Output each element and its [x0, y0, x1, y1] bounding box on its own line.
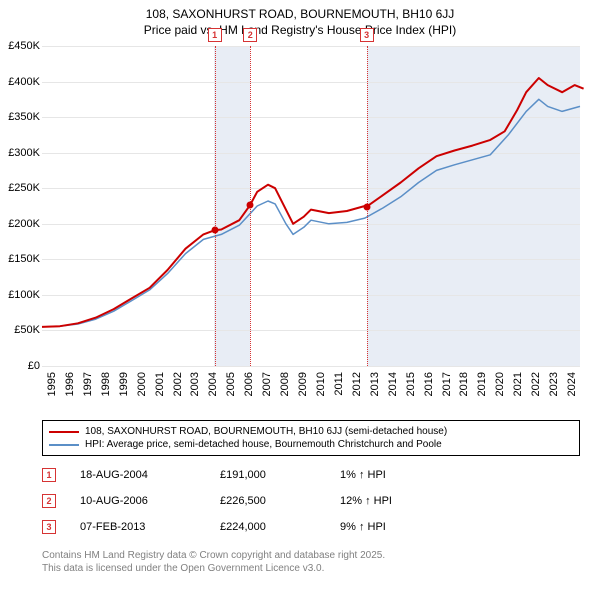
sale-dot — [211, 227, 218, 234]
sale-hpi-2: 12% ↑ HPI — [340, 495, 460, 507]
sale-hpi-1: 1% ↑ HPI — [340, 469, 460, 481]
ytick: £0 — [0, 360, 40, 372]
sale-dot — [247, 201, 254, 208]
xtick: 2015 — [405, 372, 417, 412]
title-line1: 108, SAXONHURST ROAD, BOURNEMOUTH, BH10 … — [0, 6, 600, 22]
xtick: 1998 — [100, 372, 112, 412]
attribution-line1: Contains HM Land Registry data © Crown c… — [42, 550, 580, 563]
sale-row-1: 1 18-AUG-2004 £191,000 1% ↑ HPI — [42, 468, 580, 482]
xtick: 2011 — [333, 372, 345, 412]
sale-marker-2: 2 — [42, 494, 56, 508]
xtick: 2012 — [351, 372, 363, 412]
xtick: 2010 — [315, 372, 327, 412]
marker-box-2: 2 — [243, 28, 257, 42]
sale-price-3: £224,000 — [220, 521, 340, 533]
xtick: 2000 — [136, 372, 148, 412]
xtick: 1997 — [82, 372, 94, 412]
ytick: £50K — [0, 324, 40, 336]
chart-lines — [42, 46, 580, 366]
xtick: 2005 — [225, 372, 237, 412]
legend-swatch-property — [49, 431, 79, 433]
sale-marker-1: 1 — [42, 468, 56, 482]
xtick: 2002 — [172, 372, 184, 412]
xtick: 2020 — [494, 372, 506, 412]
marker-box-1: 1 — [208, 28, 222, 42]
chart-container: 108, SAXONHURST ROAD, BOURNEMOUTH, BH10 … — [0, 0, 600, 590]
sale-price-1: £191,000 — [220, 469, 340, 481]
sale-date-3: 07-FEB-2013 — [80, 521, 220, 533]
xtick: 2016 — [423, 372, 435, 412]
xtick: 2009 — [297, 372, 309, 412]
sale-date-2: 10-AUG-2006 — [80, 495, 220, 507]
xtick: 2022 — [530, 372, 542, 412]
xtick: 2003 — [189, 372, 201, 412]
plot-area — [42, 46, 580, 366]
xtick: 2024 — [566, 372, 578, 412]
xtick: 2019 — [476, 372, 488, 412]
attribution-line2: This data is licensed under the Open Gov… — [42, 563, 580, 576]
xtick: 2023 — [548, 372, 560, 412]
chart-title: 108, SAXONHURST ROAD, BOURNEMOUTH, BH10 … — [0, 0, 600, 38]
marker-box-3: 3 — [360, 28, 374, 42]
xtick: 2013 — [369, 372, 381, 412]
ytick: £400K — [0, 76, 40, 88]
legend-row-hpi: HPI: Average price, semi-detached house,… — [49, 438, 573, 451]
ytick: £150K — [0, 253, 40, 265]
xtick: 1996 — [64, 372, 76, 412]
title-line2: Price paid vs. HM Land Registry's House … — [0, 22, 600, 38]
sale-price-2: £226,500 — [220, 495, 340, 507]
xtick: 2007 — [261, 372, 273, 412]
sale-dot — [363, 203, 370, 210]
sale-date-1: 18-AUG-2004 — [80, 469, 220, 481]
legend-label-hpi: HPI: Average price, semi-detached house,… — [85, 439, 442, 450]
xtick: 2014 — [387, 372, 399, 412]
ytick: £200K — [0, 218, 40, 230]
xtick: 1995 — [46, 372, 58, 412]
ytick: £100K — [0, 289, 40, 301]
legend: 108, SAXONHURST ROAD, BOURNEMOUTH, BH10 … — [42, 420, 580, 456]
xtick: 2006 — [243, 372, 255, 412]
xtick: 2004 — [207, 372, 219, 412]
xtick: 2001 — [154, 372, 166, 412]
ytick: £250K — [0, 182, 40, 194]
legend-label-property: 108, SAXONHURST ROAD, BOURNEMOUTH, BH10 … — [85, 426, 447, 437]
xtick: 2018 — [458, 372, 470, 412]
xtick: 2008 — [279, 372, 291, 412]
ytick: £450K — [0, 40, 40, 52]
ytick: £300K — [0, 147, 40, 159]
attribution: Contains HM Land Registry data © Crown c… — [42, 550, 580, 575]
xtick: 2017 — [441, 372, 453, 412]
legend-swatch-hpi — [49, 444, 79, 446]
sale-row-2: 2 10-AUG-2006 £226,500 12% ↑ HPI — [42, 494, 580, 508]
ytick: £350K — [0, 111, 40, 123]
xtick: 2021 — [512, 372, 524, 412]
xtick: 1999 — [118, 372, 130, 412]
sale-marker-3: 3 — [42, 520, 56, 534]
sale-hpi-3: 9% ↑ HPI — [340, 521, 460, 533]
legend-row-property: 108, SAXONHURST ROAD, BOURNEMOUTH, BH10 … — [49, 425, 573, 438]
sale-row-3: 3 07-FEB-2013 £224,000 9% ↑ HPI — [42, 520, 580, 534]
